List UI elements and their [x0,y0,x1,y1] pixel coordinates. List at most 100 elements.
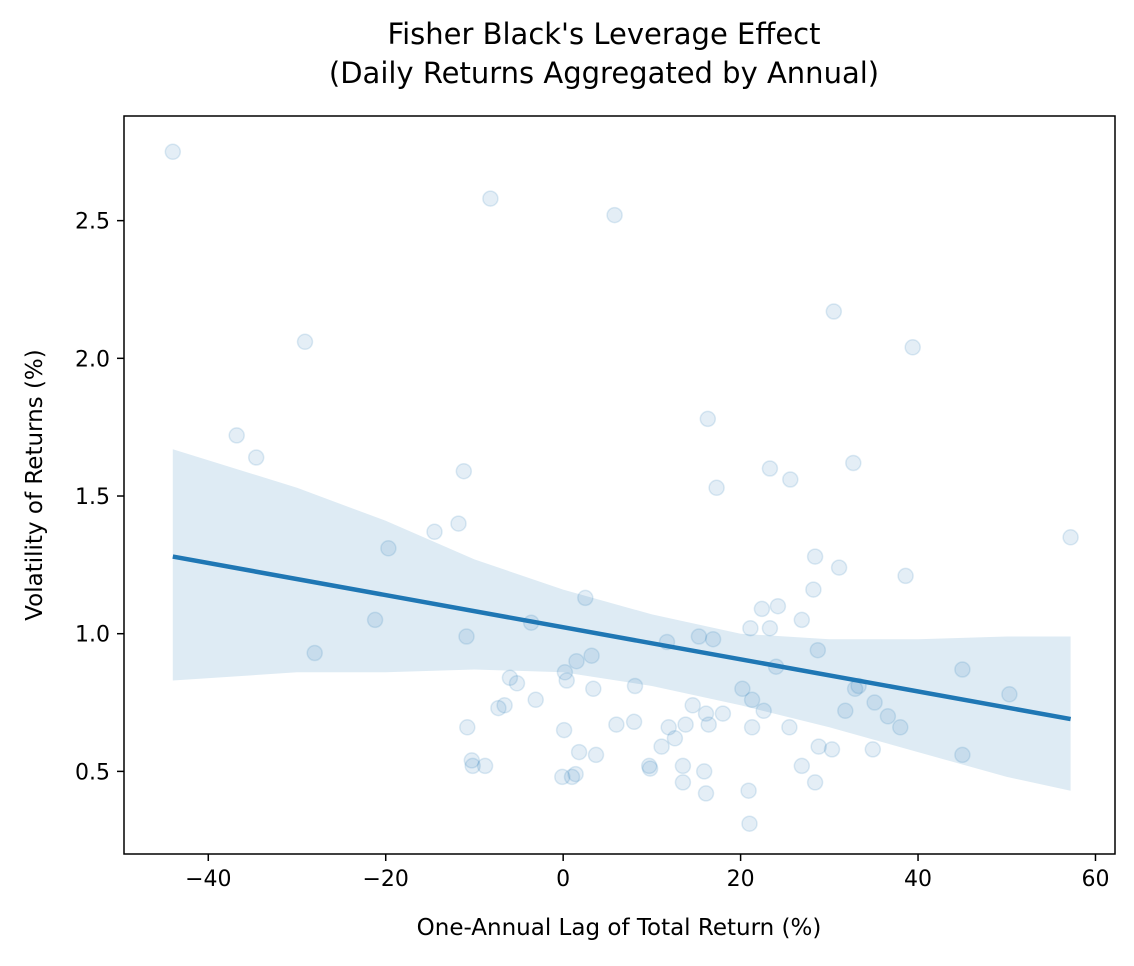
scatter-point-46 [734,680,751,698]
scatter-point-70 [555,721,573,739]
scatter-point-28 [742,619,759,637]
scatter-point-7 [247,449,265,466]
scatter-point-78 [954,746,971,764]
scatter-point-73 [570,743,588,761]
scatter-point-75 [810,738,827,755]
confidence-band [172,449,1071,791]
scatter-point-88 [563,768,581,786]
scatter-point-66 [700,716,717,733]
scatter-point-61 [459,719,476,736]
scatter-point-79 [463,752,481,769]
scatter-point-29 [761,619,779,637]
scatter-point-18 [806,548,824,565]
scatter-point-87 [554,768,571,786]
axes-frame [123,115,1116,855]
scatter-point-39 [954,661,971,678]
scatter-point-23 [366,611,384,629]
scatter-point-45 [626,677,644,695]
scatter-point-21 [805,581,822,598]
scatter-point-52 [866,694,883,711]
scatter-point-81 [476,757,494,775]
scatter-point-13 [455,462,473,480]
scatter-point-37 [583,647,600,664]
scatter-point-32 [690,628,708,645]
scatter-point-57 [714,705,732,722]
scatter-point-56 [697,705,715,722]
scatter-point-9 [761,460,779,477]
scatter-point-34 [306,644,323,662]
scatter-point-80 [464,757,481,775]
scatter-point-0 [164,143,182,161]
scatter-point-49 [1001,686,1018,703]
scatter-point-64 [660,719,677,736]
plot-area [164,143,1079,832]
scatter-point-35 [809,641,827,659]
scatter-point-14 [426,523,443,541]
scatter-point-92 [697,785,715,802]
scatter-point-5 [904,339,921,356]
y-tick-label-2: 1.5 [75,485,110,510]
scatter-point-20 [897,567,914,585]
scatter-point-16 [380,540,397,557]
scatter-point-40 [556,664,574,681]
scatter-point-82 [640,757,658,775]
scatter-point-2 [606,206,623,224]
scatter-point-10 [845,454,862,472]
scatter-point-77 [864,741,882,758]
x-tick-label-0: −40 [185,867,231,892]
scatter-point-74 [587,746,605,764]
scatter-point-4 [825,303,843,320]
scatter-point-42 [501,669,519,687]
scatter-point-12 [782,471,799,488]
scatter-point-67 [743,719,761,736]
x-axis-label: One-Annual Lag of Total Return (%) [417,915,822,941]
scatter-point-51 [743,691,761,709]
scatter-point-84 [674,757,692,775]
scatter-point-55 [684,697,701,714]
y-tick-label-1: 1.0 [75,623,110,648]
scatter-point-41 [558,672,575,689]
scatter-point-3 [296,333,314,351]
scatter-point-22 [577,589,594,607]
scatter-point-72 [653,738,670,755]
scatter-point-60 [879,708,897,725]
scatter-point-62 [608,716,625,733]
scatter-point-26 [769,597,787,615]
regression-line [172,554,1072,722]
scatter-point-17 [1062,529,1079,546]
scatter-point-86 [793,757,811,775]
scatter-point-58 [755,702,772,720]
y-tick-label-0: 0.5 [75,760,110,785]
scatter-point-50 [527,691,544,709]
scatter-point-89 [567,765,584,783]
scatter-point-68 [781,719,798,736]
y-axis-label: Volatility of Returns (%) [22,349,48,621]
scatter-point-69 [892,719,909,736]
y-tick-label-3: 2.0 [75,347,110,372]
scatter-point-43 [508,675,526,692]
scatter-point-19 [830,559,848,576]
scatter-point-27 [793,611,811,629]
scatter-point-53 [490,699,507,717]
scatter-point-63 [625,713,643,731]
scatter-point-59 [837,702,854,720]
scatter-point-65 [677,716,694,733]
scatter-point-44 [585,680,602,698]
scatter-point-33 [704,630,722,648]
y-tick-label-4: 2.5 [75,210,110,235]
scatter-point-36 [568,652,585,670]
scatter-point-90 [674,774,692,791]
scatter-point-93 [740,782,757,799]
scatter-point-71 [666,730,684,747]
x-tick-label-4: 40 [904,867,932,892]
scatter-point-54 [496,697,513,714]
scatter-point-15 [450,515,467,532]
x-tick-label-2: 0 [556,867,570,892]
x-tick-label-5: 60 [1081,867,1109,892]
scatter-point-94 [741,815,758,832]
x-axis-ticks: −40 −20 0 20 40 60 [185,854,1109,892]
scatter-point-76 [823,741,841,758]
scatter-point-8 [699,410,717,428]
